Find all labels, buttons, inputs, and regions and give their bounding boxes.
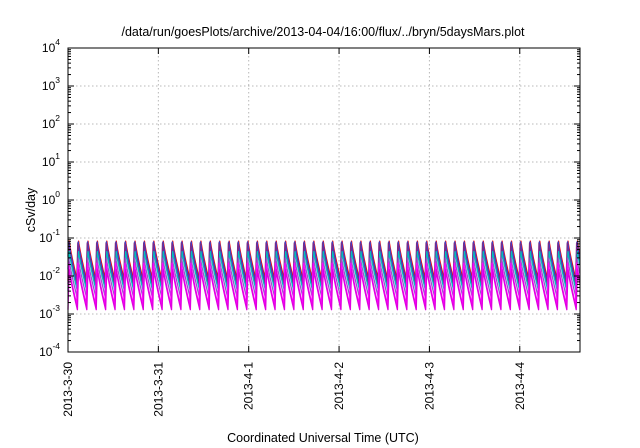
y-tick-label: 104 [42, 37, 60, 55]
y-tick-exponent: -4 [52, 341, 60, 351]
x-tick-label: 2013-3-30 [61, 362, 75, 417]
y-axis-label: cSv/day [24, 187, 38, 232]
y-tick-exponent: 3 [55, 75, 60, 85]
series-line [67, 269, 581, 311]
y-tick-exponent: -2 [52, 265, 60, 275]
y-tick-exponent: 0 [55, 189, 60, 199]
y-tick-base: 10 [39, 345, 53, 359]
y-tick-exponent: 4 [55, 37, 60, 47]
y-tick-base: 10 [39, 269, 53, 283]
y-tick-label: 10-3 [39, 303, 60, 321]
y-tick-base: 10 [42, 155, 56, 169]
y-tick-exponent: 2 [55, 113, 60, 123]
y-tick-exponent: -3 [52, 303, 60, 313]
y-tick-label: 100 [42, 189, 60, 207]
x-axis-label: Coordinated Universal Time (UTC) [227, 431, 419, 445]
y-tick-base: 10 [39, 307, 53, 321]
chart-title: /data/run/goesPlots/archive/2013-04-04/1… [121, 25, 525, 39]
tick-marks [67, 47, 580, 353]
y-tick-base: 10 [42, 193, 56, 207]
y-tick-base: 10 [39, 231, 53, 245]
x-tick-labels: 2013-3-30 2013-3-31 2013-4-1 2013-4-2 2013-4… [61, 362, 527, 417]
y-tick-label: 10-2 [39, 265, 60, 283]
y-tick-label: 10-1 [39, 227, 60, 245]
x-tick-label: 2013-3-31 [151, 362, 165, 417]
x-tick-label: 2013-4-3 [422, 362, 436, 410]
y-tick-label: 102 [42, 113, 60, 131]
y-tick-label: 103 [42, 75, 60, 93]
y-tick-exponent: 1 [55, 151, 60, 161]
x-tick-label: 2013-4-4 [513, 362, 527, 410]
y-tick-label: 101 [42, 151, 60, 169]
y-tick-exponent: -1 [52, 227, 60, 237]
y-tick-base: 10 [42, 41, 56, 55]
series-group [67, 240, 581, 311]
y-tick-base: 10 [42, 117, 56, 131]
x-tick-label: 2013-4-1 [242, 362, 256, 410]
y-tick-label: 10-4 [39, 341, 60, 359]
grid [68, 48, 580, 352]
x-tick-label: 2013-4-2 [332, 362, 346, 410]
y-tick-base: 10 [42, 79, 56, 93]
